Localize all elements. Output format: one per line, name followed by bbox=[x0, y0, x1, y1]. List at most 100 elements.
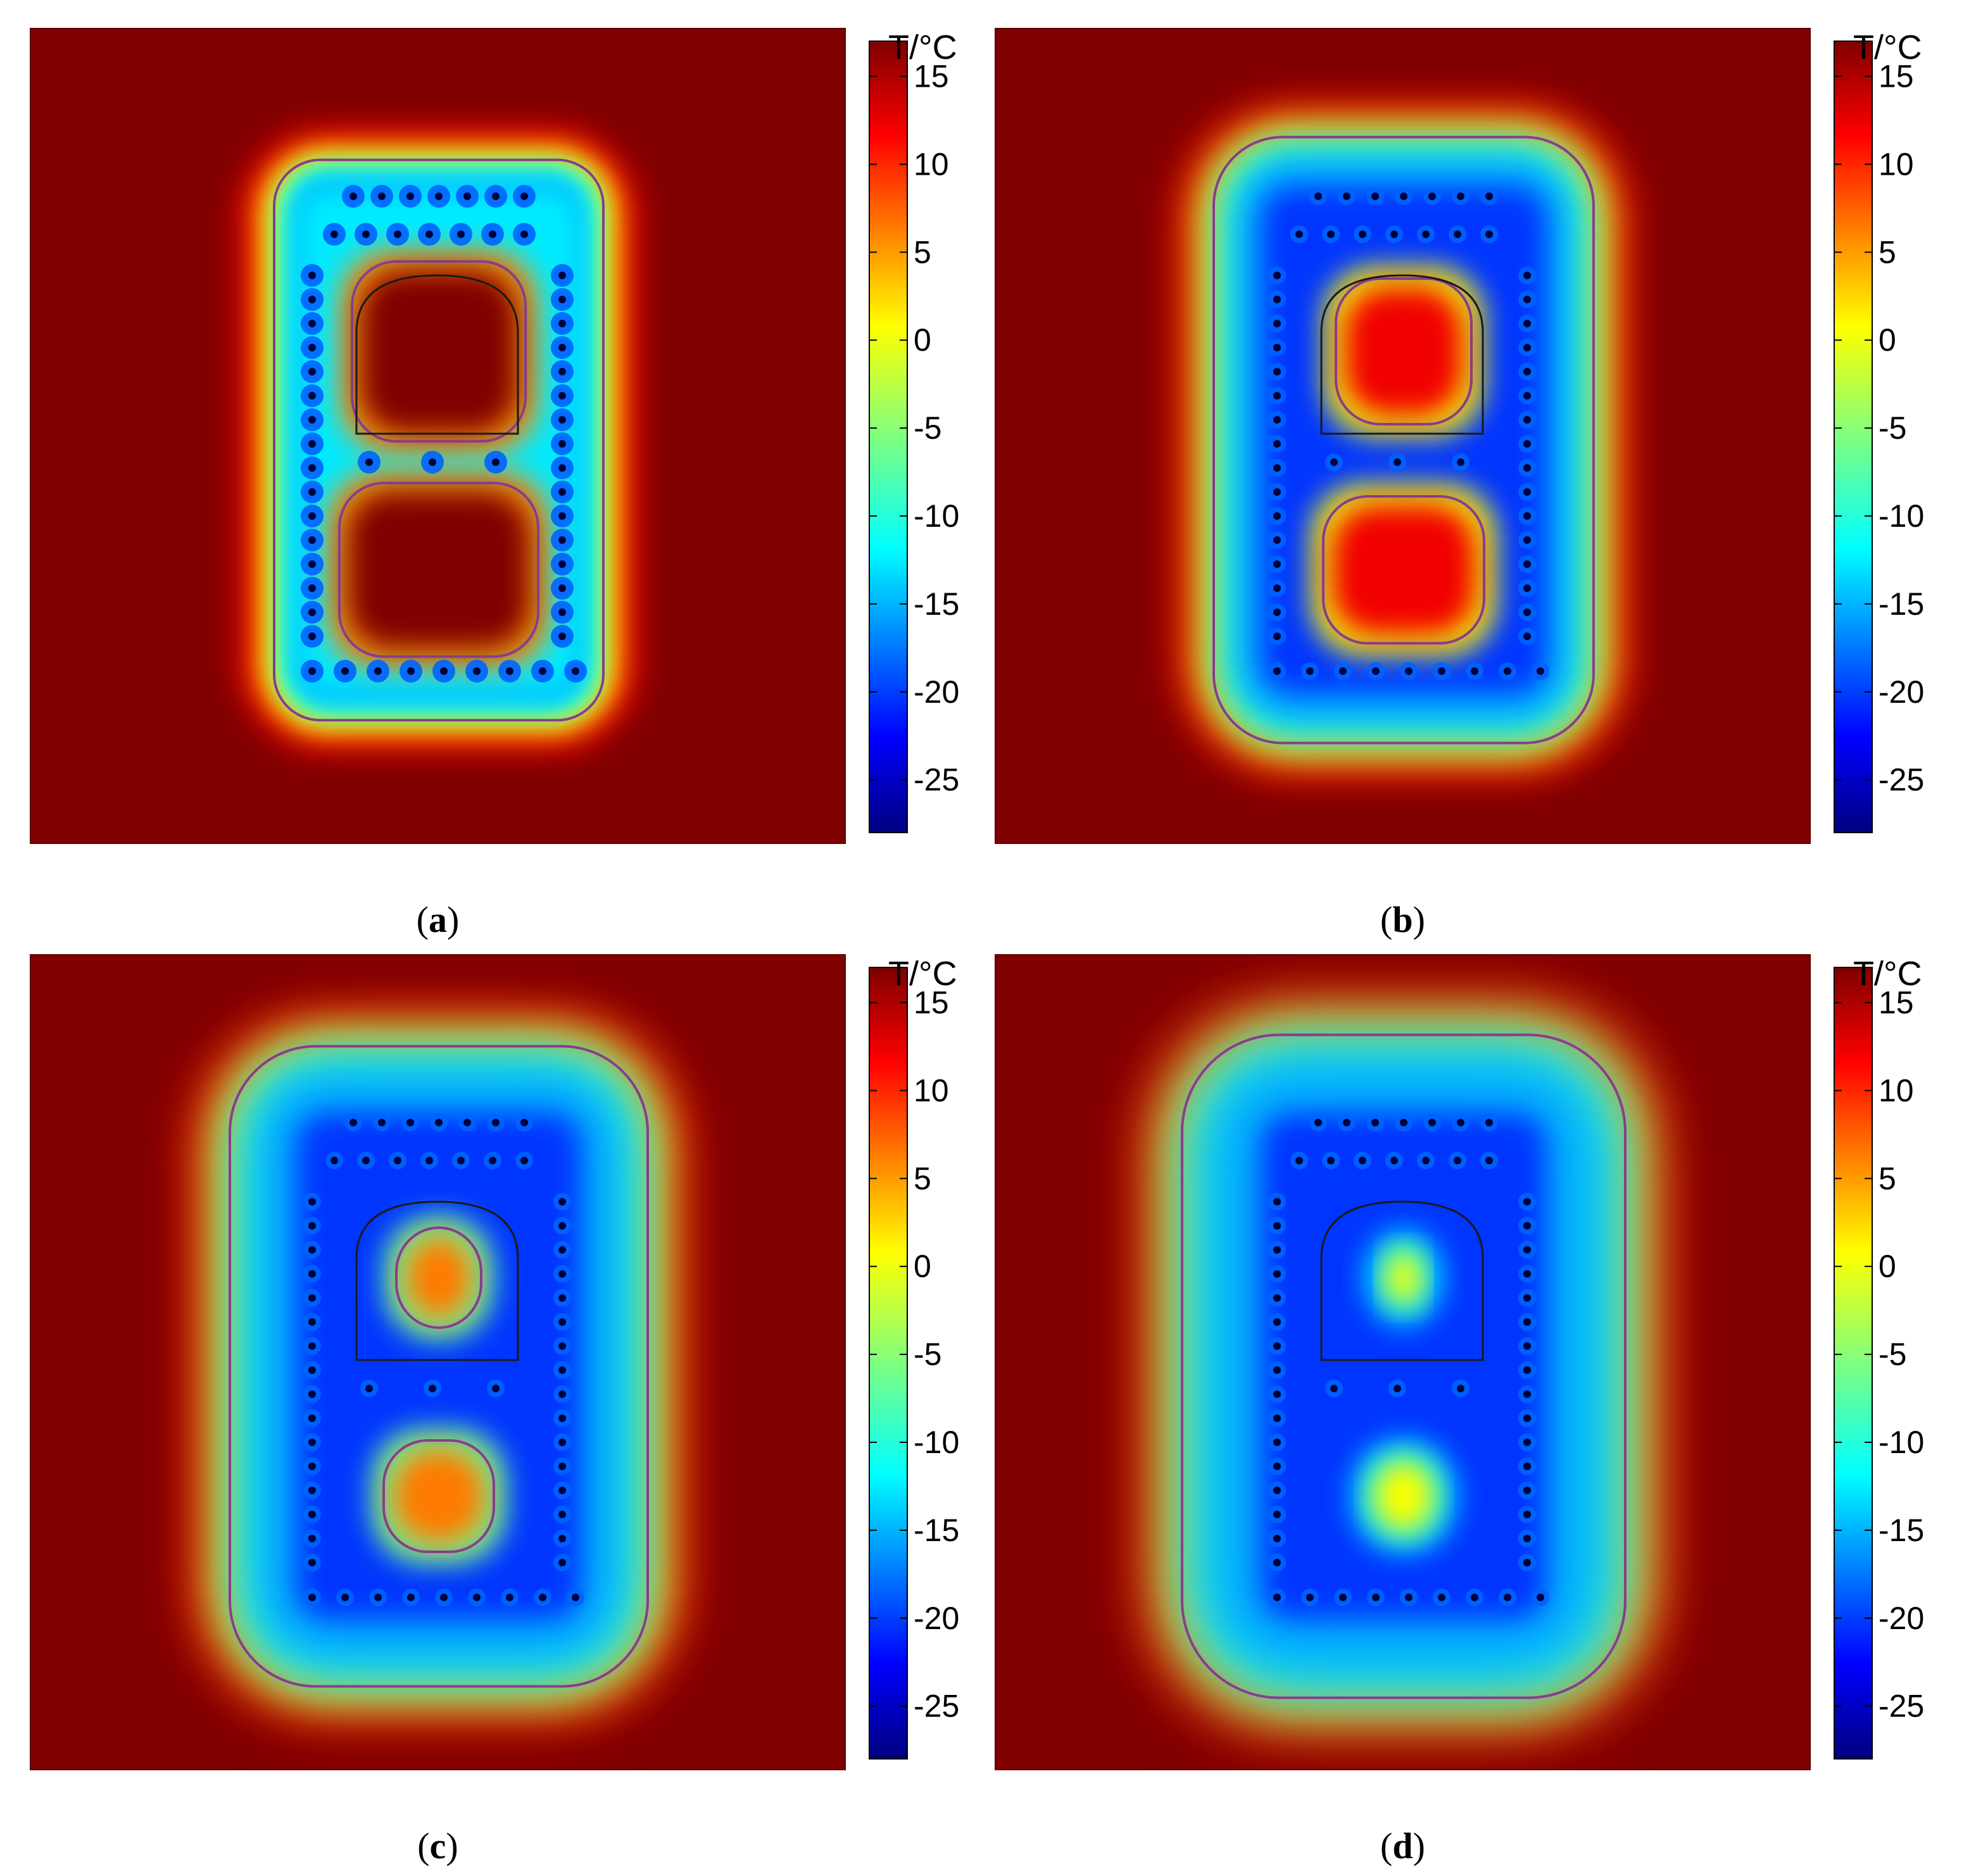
panel-label: (c) bbox=[417, 1825, 458, 1867]
freeze-pipe bbox=[308, 1511, 316, 1518]
freeze-pipe bbox=[1523, 1487, 1531, 1494]
freeze-pipe bbox=[1327, 230, 1335, 238]
freeze-pipe bbox=[1273, 392, 1281, 400]
freeze-pipe bbox=[1372, 1594, 1380, 1601]
freeze-pipe bbox=[1273, 1535, 1281, 1542]
panel-d: T/°C15 10 5 0 -5 -10 -15 -20 -25 (d) bbox=[995, 954, 1924, 1867]
upper-tunnel-warm-zone bbox=[1385, 1249, 1423, 1306]
freeze-pipe bbox=[1273, 1294, 1281, 1302]
freeze-pipe bbox=[558, 1342, 566, 1350]
colorbar-tick-label: 15 bbox=[914, 59, 949, 94]
freeze-pipe bbox=[1273, 1559, 1281, 1566]
freeze-pipe bbox=[558, 1222, 566, 1230]
freeze-pipe bbox=[1405, 1594, 1413, 1601]
freeze-pipe bbox=[473, 1594, 481, 1601]
freeze-pipe bbox=[558, 560, 566, 568]
freeze-pipe bbox=[558, 368, 566, 375]
freeze-pipe bbox=[1273, 512, 1281, 520]
freeze-pipe bbox=[440, 1594, 448, 1601]
freeze-pipe bbox=[308, 1594, 316, 1601]
freeze-pipe bbox=[425, 230, 433, 238]
colorbar-tick-label: -10 bbox=[914, 498, 959, 534]
freeze-pipe bbox=[1306, 667, 1314, 675]
colorbar-tick-label: -25 bbox=[1878, 1689, 1924, 1724]
freeze-pipe bbox=[429, 458, 436, 466]
freeze-pipe bbox=[558, 344, 566, 351]
freeze-pipe bbox=[1400, 192, 1407, 200]
freeze-pipe bbox=[1330, 458, 1338, 466]
upper-tunnel-warm-zone bbox=[360, 269, 518, 434]
panel-c: T/°C15 10 5 0 -5 -10 -15 -20 -25 (c) bbox=[30, 954, 959, 1867]
freeze-pipe bbox=[1394, 1385, 1401, 1392]
freeze-pipe bbox=[1273, 1366, 1281, 1374]
freeze-pipe bbox=[558, 272, 566, 279]
freeze-pipe bbox=[1523, 1559, 1531, 1566]
freeze-pipe bbox=[407, 1594, 415, 1601]
freeze-pipe bbox=[308, 1559, 316, 1566]
freeze-pipe bbox=[308, 368, 316, 375]
freeze-pipe bbox=[1523, 416, 1531, 424]
freeze-pipe bbox=[308, 633, 316, 640]
colorbar-tick-label: 10 bbox=[914, 1073, 949, 1108]
freeze-pipe bbox=[1273, 608, 1281, 616]
colorbar-tick-label: 5 bbox=[914, 234, 931, 270]
freeze-pipe bbox=[1457, 1385, 1464, 1392]
lower-tunnel-warm-zone bbox=[1372, 1459, 1435, 1533]
freeze-pipe bbox=[558, 1366, 566, 1374]
freeze-pipe bbox=[1295, 230, 1303, 238]
freeze-pipe bbox=[558, 1559, 566, 1566]
freeze-pipe bbox=[1454, 230, 1461, 238]
freeze-pipe bbox=[1273, 1318, 1281, 1326]
freeze-pipe bbox=[1523, 608, 1531, 616]
freeze-pipe bbox=[1273, 272, 1281, 279]
colorbar: T/°C15 10 5 0 -5 -10 -15 -20 -25 bbox=[869, 28, 959, 833]
freeze-pipe bbox=[457, 1157, 465, 1164]
freeze-pipe bbox=[1273, 416, 1281, 424]
freeze-pipe bbox=[520, 192, 528, 200]
freeze-pipe bbox=[330, 1157, 338, 1164]
freeze-pipe bbox=[1273, 633, 1281, 640]
freeze-pipe bbox=[1523, 1366, 1531, 1374]
freeze-pipe bbox=[539, 1594, 546, 1601]
colorbar-title: T/°C bbox=[888, 955, 957, 993]
freeze-pipe bbox=[558, 1270, 566, 1278]
freeze-pipe bbox=[558, 1463, 566, 1470]
inner-isotherm bbox=[1322, 495, 1485, 645]
freeze-pipe bbox=[1523, 1270, 1531, 1278]
tunnel-outline bbox=[355, 274, 519, 435]
freeze-pipe bbox=[1371, 192, 1379, 200]
freeze-pipe bbox=[1438, 1594, 1445, 1601]
freeze-pipe bbox=[1504, 667, 1511, 675]
freeze-pipe bbox=[1457, 458, 1464, 466]
tunnel-outline bbox=[1320, 1200, 1484, 1361]
freeze-pipe bbox=[308, 440, 316, 448]
tunnel-outline bbox=[1320, 274, 1484, 435]
freeze-pipe bbox=[1273, 1463, 1281, 1470]
colorbar: T/°C15 10 5 0 -5 -10 -15 -20 -25 bbox=[1834, 955, 1924, 1760]
panel-frame bbox=[30, 28, 846, 844]
freeze-pipe bbox=[1523, 1390, 1531, 1398]
colorbar-tick-label: -25 bbox=[914, 1689, 959, 1724]
colorbar-tick-label: 5 bbox=[1878, 234, 1896, 270]
freeze-pipe bbox=[506, 1594, 513, 1601]
colorbar: T/°C15 10 5 0 -5 -10 -15 -20 -25 bbox=[869, 955, 959, 1760]
freeze-pipe bbox=[558, 1246, 566, 1254]
freeze-pipe bbox=[1523, 1198, 1531, 1206]
colorbar-title: T/°C bbox=[888, 28, 957, 66]
freeze-pipe bbox=[1422, 1157, 1430, 1164]
temperature-field bbox=[227, 117, 651, 763]
freeze-pipe bbox=[374, 667, 382, 675]
freeze-pipes bbox=[1268, 1114, 1549, 1606]
freeze-pipe bbox=[1523, 512, 1531, 520]
freeze-pipe bbox=[558, 1511, 566, 1518]
freeze-pipe bbox=[1523, 368, 1531, 375]
colorbar-title: T/°C bbox=[1853, 955, 1922, 993]
freeze-pipe bbox=[1273, 464, 1281, 472]
freeze-pipe bbox=[394, 1157, 401, 1164]
freeze-pipe bbox=[1405, 667, 1413, 675]
freeze-pipe bbox=[1273, 344, 1281, 351]
colorbar-tick-label: 15 bbox=[1878, 985, 1914, 1021]
freeze-pipe bbox=[558, 1438, 566, 1446]
freeze-pipe bbox=[558, 608, 566, 616]
